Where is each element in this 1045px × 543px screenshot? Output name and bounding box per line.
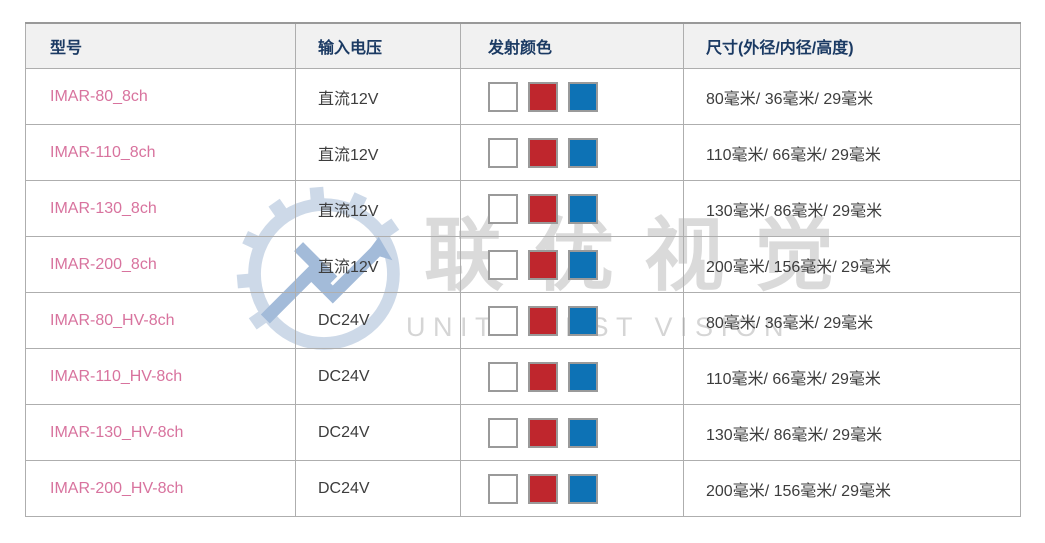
white-color-swatch bbox=[488, 137, 518, 168]
model-cell: IMAR-200_8ch bbox=[25, 236, 296, 293]
white-color-swatch bbox=[488, 81, 518, 112]
size-cell: 80毫米/ 36毫米/ 29毫米 bbox=[683, 68, 1021, 125]
emission-colors-cell bbox=[460, 68, 684, 125]
model-link[interactable]: IMAR-80_8ch bbox=[50, 87, 148, 105]
emission-colors-cell bbox=[460, 180, 684, 237]
size-cell: 110毫米/ 66毫米/ 29毫米 bbox=[683, 124, 1021, 181]
white-color-swatch bbox=[488, 249, 518, 280]
size-cell: 130毫米/ 86毫米/ 29毫米 bbox=[683, 404, 1021, 461]
table-row: IMAR-110_8ch 直流12V 110毫米/ 66毫米/ 29毫米 bbox=[25, 124, 1021, 181]
white-color-swatch bbox=[488, 305, 518, 336]
voltage-cell: 直流12V bbox=[295, 124, 461, 181]
voltage-cell: DC24V bbox=[295, 404, 461, 461]
blue-color-swatch bbox=[568, 473, 598, 504]
model-cell: IMAR-130_8ch bbox=[25, 180, 296, 237]
emission-colors-cell bbox=[460, 348, 684, 405]
red-color-swatch bbox=[528, 249, 558, 280]
col-header-model: 型号 bbox=[25, 22, 296, 69]
size-cell: 130毫米/ 86毫米/ 29毫米 bbox=[683, 180, 1021, 237]
col-header-emission: 发射颜色 bbox=[460, 22, 684, 69]
col-header-size: 尺寸(外径/内径/高度) bbox=[683, 22, 1021, 69]
color-swatch-group bbox=[488, 361, 682, 392]
model-cell: IMAR-200_HV-8ch bbox=[25, 460, 296, 517]
model-cell: IMAR-80_8ch bbox=[25, 68, 296, 125]
table-row: IMAR-200_HV-8ch DC24V 200毫米/ 156毫米/ 29毫米 bbox=[25, 460, 1021, 517]
spec-table: 型号 输入电压 发射颜色 尺寸(外径/内径/高度) IMAR-80_8ch 直流… bbox=[25, 22, 1021, 517]
emission-colors-cell bbox=[460, 404, 684, 461]
model-cell: IMAR-110_HV-8ch bbox=[25, 348, 296, 405]
table-row: IMAR-200_8ch 直流12V 200毫米/ 156毫米/ 29毫米 bbox=[25, 236, 1021, 293]
table-row: IMAR-130_8ch 直流12V 130毫米/ 86毫米/ 29毫米 bbox=[25, 180, 1021, 237]
model-link[interactable]: IMAR-110_8ch bbox=[50, 143, 156, 161]
size-cell: 110毫米/ 66毫米/ 29毫米 bbox=[683, 348, 1021, 405]
table-row: IMAR-80_8ch 直流12V 80毫米/ 36毫米/ 29毫米 bbox=[25, 68, 1021, 125]
emission-colors-cell bbox=[460, 460, 684, 517]
table-row: IMAR-80_HV-8ch DC24V 80毫米/ 36毫米/ 29毫米 bbox=[25, 292, 1021, 349]
emission-colors-cell bbox=[460, 124, 684, 181]
table-row: IMAR-110_HV-8ch DC24V 110毫米/ 66毫米/ 29毫米 bbox=[25, 348, 1021, 405]
voltage-cell: DC24V bbox=[295, 348, 461, 405]
model-link[interactable]: IMAR-200_HV-8ch bbox=[50, 479, 184, 497]
red-color-swatch bbox=[528, 417, 558, 448]
blue-color-swatch bbox=[568, 81, 598, 112]
red-color-swatch bbox=[528, 81, 558, 112]
size-cell: 200毫米/ 156毫米/ 29毫米 bbox=[683, 460, 1021, 517]
blue-color-swatch bbox=[568, 249, 598, 280]
header-row: 型号 输入电压 发射颜色 尺寸(外径/内径/高度) bbox=[25, 22, 1021, 69]
size-cell: 200毫米/ 156毫米/ 29毫米 bbox=[683, 236, 1021, 293]
blue-color-swatch bbox=[568, 193, 598, 224]
color-swatch-group bbox=[488, 81, 682, 112]
color-swatch-group bbox=[488, 417, 682, 448]
color-swatch-group bbox=[488, 249, 682, 280]
model-cell: IMAR-110_8ch bbox=[25, 124, 296, 181]
red-color-swatch bbox=[528, 305, 558, 336]
blue-color-swatch bbox=[568, 361, 598, 392]
voltage-cell: 直流12V bbox=[295, 236, 461, 293]
white-color-swatch bbox=[488, 417, 518, 448]
model-link[interactable]: IMAR-130_HV-8ch bbox=[50, 423, 184, 441]
model-link[interactable]: IMAR-80_HV-8ch bbox=[50, 311, 175, 329]
white-color-swatch bbox=[488, 193, 518, 224]
model-link[interactable]: IMAR-110_HV-8ch bbox=[50, 367, 183, 385]
model-cell: IMAR-80_HV-8ch bbox=[25, 292, 296, 349]
voltage-cell: 直流12V bbox=[295, 180, 461, 237]
blue-color-swatch bbox=[568, 305, 598, 336]
red-color-swatch bbox=[528, 361, 558, 392]
white-color-swatch bbox=[488, 361, 518, 392]
blue-color-swatch bbox=[568, 417, 598, 448]
red-color-swatch bbox=[528, 473, 558, 504]
red-color-swatch bbox=[528, 137, 558, 168]
size-cell: 80毫米/ 36毫米/ 29毫米 bbox=[683, 292, 1021, 349]
color-swatch-group bbox=[488, 137, 682, 168]
emission-colors-cell bbox=[460, 292, 684, 349]
white-color-swatch bbox=[488, 473, 518, 504]
blue-color-swatch bbox=[568, 137, 598, 168]
voltage-cell: DC24V bbox=[295, 292, 461, 349]
voltage-cell: DC24V bbox=[295, 460, 461, 517]
emission-colors-cell bbox=[460, 236, 684, 293]
col-header-voltage: 输入电压 bbox=[295, 22, 461, 69]
red-color-swatch bbox=[528, 193, 558, 224]
model-link[interactable]: IMAR-200_8ch bbox=[50, 255, 157, 273]
voltage-cell: 直流12V bbox=[295, 68, 461, 125]
color-swatch-group bbox=[488, 473, 682, 504]
model-cell: IMAR-130_HV-8ch bbox=[25, 404, 296, 461]
table-row: IMAR-130_HV-8ch DC24V 130毫米/ 86毫米/ 29毫米 bbox=[25, 404, 1021, 461]
color-swatch-group bbox=[488, 305, 682, 336]
color-swatch-group bbox=[488, 193, 682, 224]
model-link[interactable]: IMAR-130_8ch bbox=[50, 199, 157, 217]
